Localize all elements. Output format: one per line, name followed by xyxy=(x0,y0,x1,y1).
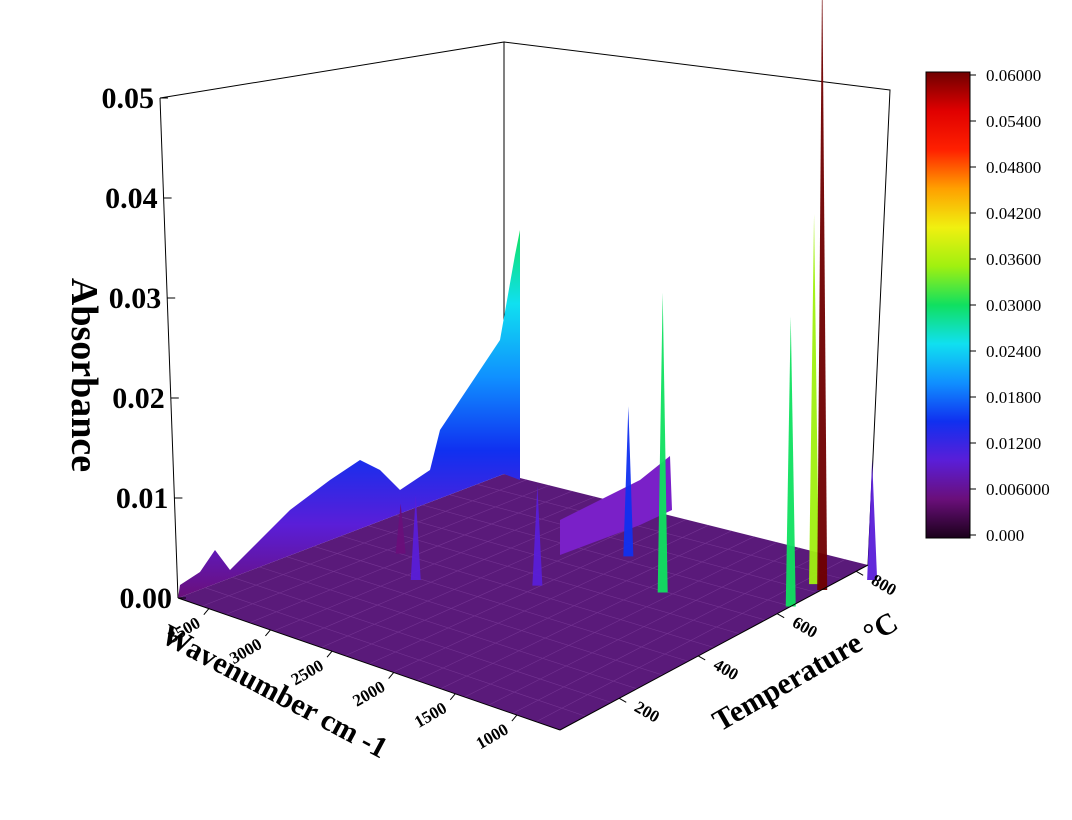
y-tick-mark xyxy=(776,613,785,619)
surface-back-ridge xyxy=(178,230,520,598)
spike-peak xyxy=(532,485,543,586)
colorbar-tick-label: 0.02400 xyxy=(986,342,1041,361)
floor-grid-line xyxy=(259,566,638,690)
z-tick-label: 0.02 xyxy=(112,382,165,415)
z-tick-label: 0.05 xyxy=(102,82,155,115)
x-tick-mark xyxy=(326,650,333,658)
x-tick-label: 2000 xyxy=(349,677,388,710)
colorbar-tick-label: 0.006000 xyxy=(986,480,1050,499)
colorbar-tick-label: 0.04200 xyxy=(986,204,1041,223)
y-tick-label: 600 xyxy=(789,613,821,642)
back-left-wall-outline xyxy=(159,41,505,474)
x-tick-mark xyxy=(203,608,210,615)
z-axis-line xyxy=(159,97,179,599)
floor-grid xyxy=(201,479,846,723)
y-axis-line xyxy=(559,564,869,731)
spike-peak xyxy=(410,495,421,581)
colorbar-gradient xyxy=(925,71,971,539)
x-tick-mark xyxy=(449,693,456,701)
y-tick-label: 200 xyxy=(631,697,663,726)
colorbar-tick-label: 0.05400 xyxy=(986,112,1041,131)
x-tick-label: 1500 xyxy=(411,698,450,731)
spike-peak xyxy=(395,503,406,554)
z-ticks: 0.00 0.01 0.02 0.03 0.04 0.05 xyxy=(102,82,186,615)
floor-grid-line xyxy=(395,515,766,621)
surface-right-plateau xyxy=(560,456,672,555)
z-tick-label: 0.03 xyxy=(109,282,162,315)
z-tick-label: 0.01 xyxy=(116,482,169,515)
colorbar-tick-label: 0.01200 xyxy=(986,434,1041,453)
x-tick-mark xyxy=(511,714,518,722)
spike-peak xyxy=(867,459,878,580)
spike-peak xyxy=(623,406,634,557)
x-tick-mark xyxy=(388,672,395,679)
z-axis-title: Absorbance xyxy=(63,278,105,472)
floor-grid-line xyxy=(286,556,663,676)
x-tick-mark xyxy=(265,629,271,637)
spike-peak xyxy=(657,292,668,593)
colorbar-tick-label: 0.03600 xyxy=(986,250,1041,269)
floor-grid-line xyxy=(422,504,792,607)
colorbar-tick-label: 0.03000 xyxy=(986,296,1041,315)
x-tick-label: 1000 xyxy=(473,720,512,753)
colorbar-ticks: 0.06000 0.05400 0.04800 0.04200 0.03600 0.030… xyxy=(970,66,1050,545)
floor-grid-line xyxy=(449,494,817,593)
spike-peak xyxy=(817,0,828,591)
floor-grid-line xyxy=(368,525,740,635)
z-tick-label: 0.04 xyxy=(105,182,158,215)
y-tick-mark xyxy=(855,570,864,576)
floor-grid-line xyxy=(232,577,612,703)
y-tick-mark xyxy=(697,655,706,661)
floor-grid-line xyxy=(205,587,586,717)
spike-peak xyxy=(785,316,796,607)
y-tick-mark xyxy=(618,697,627,703)
colorbar: 0.06000 0.05400 0.04800 0.04200 0.03600 0.030… xyxy=(925,66,1050,545)
floor-grid-line xyxy=(340,535,715,648)
spike-peak xyxy=(809,214,820,585)
z-tick-label: 0.00 xyxy=(120,582,173,615)
back-right-wall-outline xyxy=(503,41,891,566)
colorbar-tick-label: 0.06000 xyxy=(986,66,1041,85)
y-tick-label: 400 xyxy=(710,655,742,684)
colorbar-tick-label: 0.04800 xyxy=(986,158,1041,177)
colorbar-tick-label: 0.01800 xyxy=(986,388,1041,407)
floor-grid-line xyxy=(313,546,689,662)
colorbar-tick-label: 0.000 xyxy=(986,526,1024,545)
x-axis-line xyxy=(177,597,561,731)
spike-peaks xyxy=(395,0,878,607)
surface-floor xyxy=(178,474,868,730)
